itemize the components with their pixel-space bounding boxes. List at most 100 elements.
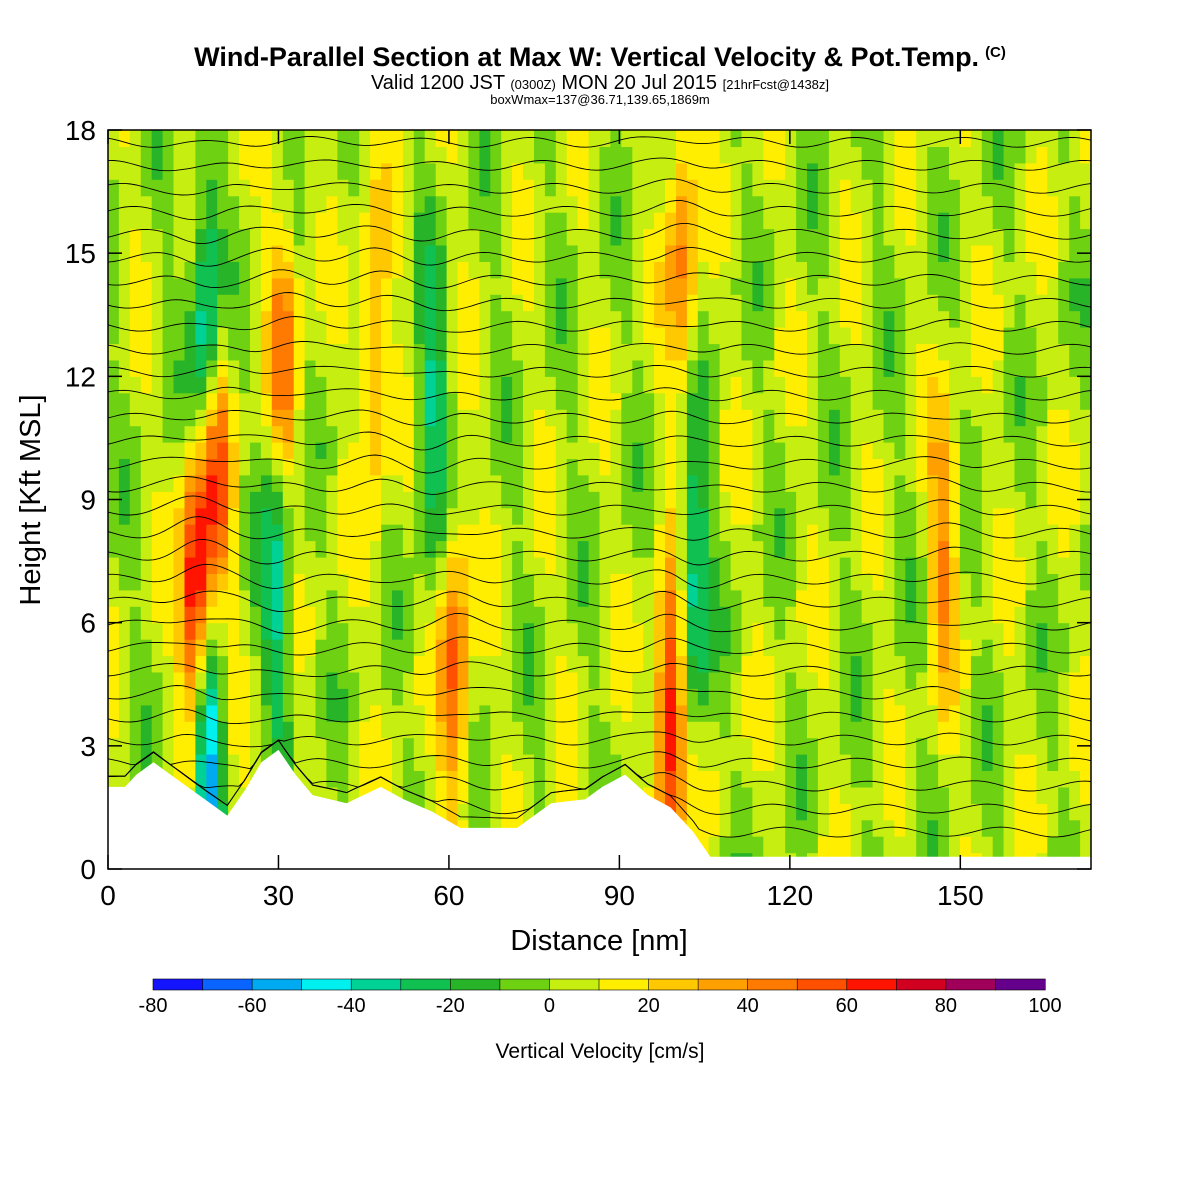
velocity-cell — [326, 146, 338, 164]
velocity-cell — [697, 162, 710, 180]
velocity-cell — [490, 425, 502, 443]
velocity-cell — [239, 294, 251, 312]
velocity-cell — [544, 162, 557, 180]
velocity-cell — [479, 606, 491, 624]
velocity-cell — [239, 754, 251, 771]
velocity-cell — [1025, 639, 1037, 657]
velocity-cell — [424, 277, 437, 295]
velocity-cell — [348, 655, 360, 673]
velocity-cell — [228, 376, 240, 394]
velocity-cell — [304, 179, 317, 197]
velocity-cell — [413, 392, 426, 410]
velocity-cell — [1080, 606, 1091, 624]
velocity-cell — [610, 704, 622, 722]
velocity-cell — [1080, 146, 1091, 164]
velocity-cell — [588, 294, 601, 312]
velocity-cell — [610, 130, 622, 147]
velocity-cell — [665, 343, 677, 361]
velocity-cell — [621, 491, 633, 509]
velocity-cell — [839, 721, 852, 739]
velocity-cell — [490, 261, 502, 279]
velocity-cell — [676, 474, 688, 492]
velocity-cell — [315, 392, 327, 410]
velocity-cell — [544, 557, 557, 574]
velocity-cell — [894, 442, 906, 459]
isentrope-line — [108, 409, 1091, 426]
velocity-cell — [796, 310, 808, 328]
velocity-cell — [905, 688, 917, 706]
velocity-cell — [206, 721, 218, 739]
velocity-cell — [785, 458, 797, 476]
velocity-cell — [981, 409, 994, 427]
velocity-cell — [752, 327, 764, 345]
velocity-cell — [861, 425, 874, 443]
velocity-cell — [381, 655, 393, 673]
velocity-cell — [949, 458, 961, 476]
velocity-cell — [392, 130, 404, 147]
velocity-cell — [970, 491, 983, 509]
velocity-cell — [129, 606, 142, 624]
velocity-cell — [446, 392, 459, 410]
colorbar-swatch — [995, 978, 1046, 991]
velocity-cell — [326, 442, 338, 459]
velocity-cell — [938, 655, 950, 673]
velocity-cell — [807, 704, 819, 722]
velocity-cell — [468, 606, 480, 624]
velocity-cell — [534, 245, 546, 262]
velocity-cell — [162, 130, 175, 147]
velocity-cell — [577, 573, 590, 591]
velocity-cell — [774, 130, 786, 147]
velocity-cell — [490, 606, 502, 624]
velocity-cell — [293, 425, 306, 443]
velocity-cell — [315, 507, 327, 525]
velocity-cell — [599, 622, 611, 640]
velocity-cell — [577, 754, 590, 771]
velocity-cell — [927, 474, 939, 492]
velocity-cell — [424, 655, 437, 673]
velocity-cell — [949, 803, 961, 821]
colorbar-swatch — [499, 978, 551, 991]
velocity-cell — [785, 524, 797, 542]
velocity-cell — [381, 359, 393, 377]
velocity-cell — [752, 474, 764, 492]
velocity-cell — [1047, 179, 1059, 197]
velocity-cell — [228, 721, 240, 739]
velocity-cell — [260, 392, 273, 410]
velocity-cell — [643, 786, 655, 804]
velocity-cell — [883, 146, 895, 164]
velocity-cell — [446, 130, 459, 147]
velocity-cell — [468, 327, 480, 345]
velocity-cell — [796, 606, 808, 624]
velocity-cell — [938, 573, 950, 591]
velocity-cell — [1058, 589, 1070, 607]
velocity-cell — [719, 770, 732, 788]
velocity-cell — [905, 540, 917, 558]
velocity-cell — [282, 458, 295, 476]
velocity-cell — [490, 130, 502, 147]
velocity-cell — [304, 507, 317, 525]
velocity-cell — [326, 507, 338, 525]
velocity-cell — [905, 704, 917, 722]
velocity-cell — [828, 179, 841, 197]
copyright-mark: (C) — [985, 44, 1006, 61]
velocity-cell — [413, 179, 426, 197]
velocity-cell — [118, 688, 131, 706]
velocity-cell — [424, 146, 437, 164]
velocity-cell — [817, 474, 830, 492]
velocity-cell — [894, 540, 906, 558]
velocity-cell — [665, 557, 677, 574]
velocity-cell — [730, 540, 743, 558]
velocity-cell — [872, 721, 885, 739]
velocity-cell — [927, 376, 939, 394]
velocity-cell — [348, 770, 360, 788]
velocity-cell — [949, 277, 961, 295]
velocity-cell — [676, 507, 688, 525]
velocity-cell — [927, 573, 939, 591]
velocity-cell — [654, 212, 666, 230]
velocity-cell — [708, 409, 721, 427]
velocity-cell — [686, 409, 699, 427]
velocity-cell — [1080, 639, 1091, 657]
velocity-cell — [752, 212, 764, 230]
velocity-cell — [686, 458, 699, 476]
velocity-cell — [544, 179, 557, 197]
